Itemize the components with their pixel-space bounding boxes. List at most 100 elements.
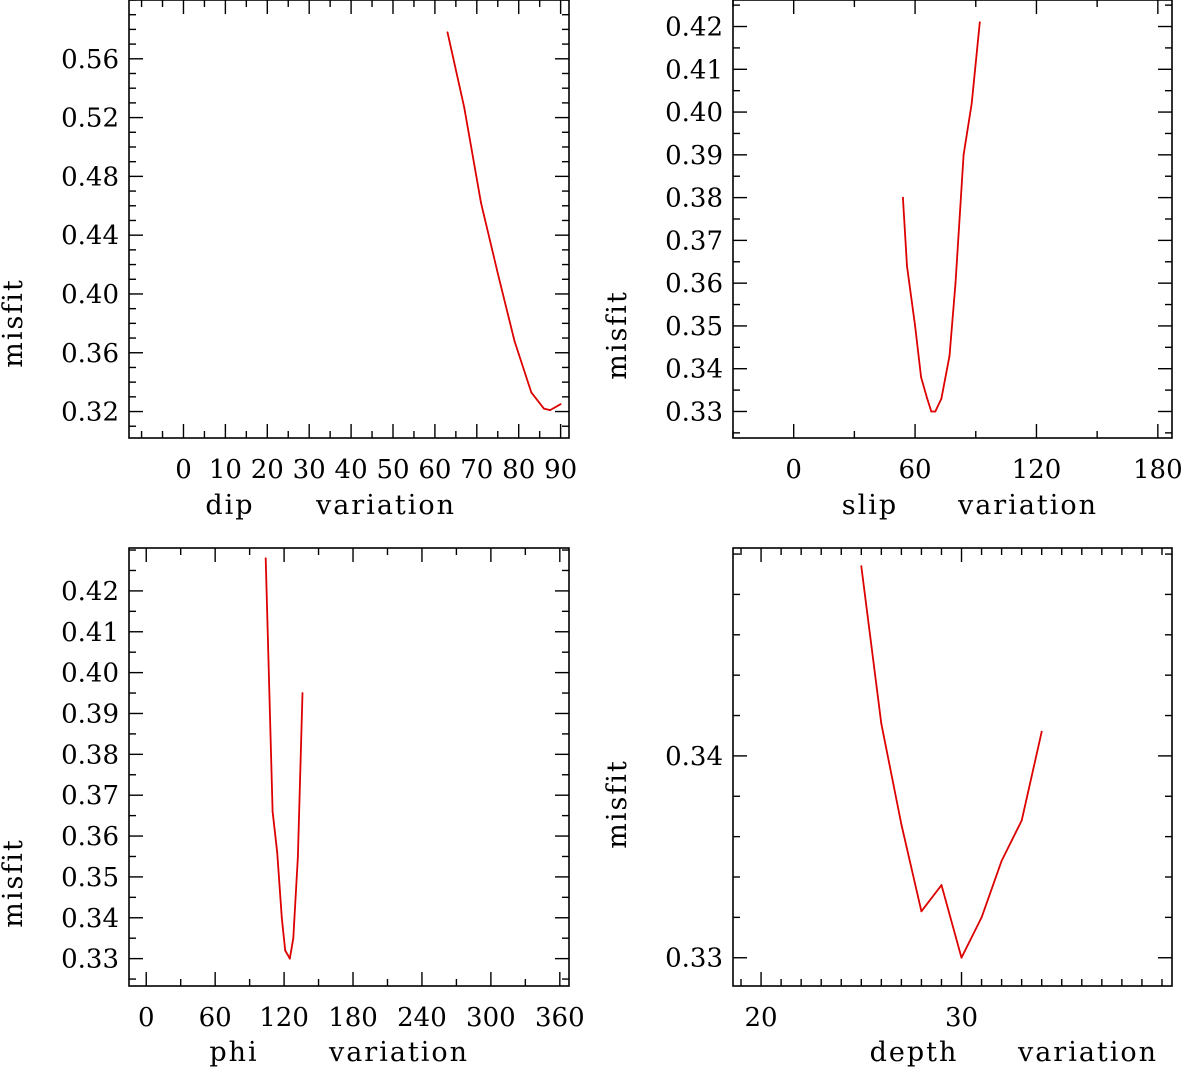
- x-tick-label: 40: [335, 455, 368, 485]
- x-tick-label: 20: [251, 455, 284, 485]
- y-tick-label: 0.39: [61, 699, 119, 729]
- y-tick-label: 0.38: [61, 740, 119, 770]
- data-point: [496, 272, 499, 275]
- x-tick-label: 60: [899, 455, 932, 485]
- y-tick-label: 0.56: [61, 45, 119, 75]
- x-axis-label-right: variation: [1017, 1037, 1158, 1068]
- y-tick-label: 0.41: [61, 618, 119, 648]
- data-point: [880, 722, 883, 725]
- data-point: [978, 21, 981, 24]
- data-point: [930, 410, 933, 413]
- x-tick-label: 180: [1133, 455, 1183, 485]
- data-point: [284, 949, 287, 952]
- x-axis-label-left: depth: [870, 1037, 959, 1068]
- data-point: [940, 397, 943, 400]
- plot-frame: [128, 547, 570, 987]
- y-tick-label: 0.36: [61, 822, 119, 852]
- y-tick-label: 0.38: [665, 184, 723, 214]
- x-tick-label: 0: [138, 1003, 155, 1033]
- x-tick-label: 30: [945, 1003, 978, 1033]
- x-tick-label: 80: [502, 455, 535, 485]
- chart-4: 20 30 0.33 0.34 depth variation misfit: [602, 547, 1173, 1068]
- data-point: [860, 565, 863, 568]
- y-tick-label: 0.37: [665, 226, 723, 256]
- y-axis-label: misfit: [0, 278, 29, 368]
- y-tick-label: 0.40: [61, 659, 119, 689]
- x-tick-label: 0: [785, 455, 802, 485]
- plot-frame: [732, 547, 1173, 987]
- y-tick-label: 0.39: [665, 141, 723, 171]
- x-axis-label-left: phi: [209, 1037, 258, 1068]
- data-point: [264, 557, 267, 560]
- data-point: [980, 916, 983, 919]
- x-tick-label: 60: [199, 1003, 232, 1033]
- data-point: [970, 102, 973, 105]
- data-point: [902, 196, 904, 199]
- x-tick-label: 30: [293, 455, 326, 485]
- y-tick-label: 0.35: [61, 863, 119, 893]
- y-tick-label: 0.34: [665, 742, 723, 772]
- data-point: [960, 956, 963, 959]
- y-axis-label: misfit: [602, 290, 633, 380]
- y-tick-label: 0.48: [61, 162, 119, 192]
- x-axis-label-left: slip: [842, 490, 898, 521]
- data-point: [940, 884, 943, 886]
- data-point: [914, 325, 916, 327]
- y-tick-label: 0.37: [61, 781, 119, 811]
- data-point: [926, 397, 929, 400]
- x-tick-label: 20: [745, 1003, 778, 1033]
- y-tick-label: 0.33: [665, 397, 723, 427]
- data-point: [288, 957, 291, 960]
- x-tick-label: 240: [397, 1003, 447, 1033]
- y-tick-label: 0.34: [61, 904, 119, 934]
- data-point: [296, 855, 299, 858]
- data-point: [292, 937, 295, 940]
- x-axis-label-right: variation: [315, 490, 456, 521]
- x-tick-label: 300: [466, 1003, 516, 1033]
- data-point: [954, 282, 957, 285]
- y-tick-label: 0.36: [61, 339, 119, 369]
- data-point: [900, 823, 903, 826]
- data-point: [513, 340, 516, 342]
- misfit-curve: [860, 566, 1043, 959]
- x-tick-label: 50: [376, 455, 409, 485]
- x-axis-label-left: dip: [205, 490, 254, 521]
- data-point: [948, 354, 951, 357]
- misfit-curve: [264, 558, 304, 960]
- y-tick-label: 0.44: [61, 221, 119, 251]
- chart-3: 0 60 120 180 240 300 360 0.33 0.34 0.35 0.36 0.37 0.…: [0, 547, 585, 1068]
- y-tick-label: 0.32: [61, 398, 119, 428]
- y-axis-label: misfit: [602, 759, 633, 849]
- y-tick-label: 0.35: [665, 312, 723, 342]
- y-tick-label: 0.40: [61, 280, 119, 310]
- y-tick-label: 0.34: [665, 355, 723, 385]
- y-tick-label: 0.42: [665, 13, 723, 43]
- data-point: [463, 106, 466, 109]
- data-point: [530, 391, 533, 394]
- x-tick-label: 90: [544, 455, 577, 485]
- x-tick-label: 60: [418, 455, 451, 485]
- x-tick-label: 120: [1012, 455, 1062, 485]
- data-point: [934, 410, 937, 413]
- data-point: [1000, 859, 1003, 862]
- y-tick-label: 0.52: [61, 104, 119, 134]
- x-tick-label: 360: [535, 1003, 585, 1033]
- data-point: [1020, 819, 1023, 822]
- y-tick-label: 0.33: [665, 944, 723, 974]
- chart-2: 0 60 120 180 0.33 0.34 0.35 0.36 0.37 0.38 0.39 0.4…: [602, 0, 1183, 521]
- misfit-curve: [446, 32, 562, 412]
- data-point: [286, 953, 289, 956]
- chart-1: 0 10 20 30 40 50 60 70 80 90 0.32 0.36 0.40 0.44 0.48 0…: [0, 0, 577, 521]
- x-axis-label-right: variation: [328, 1037, 469, 1068]
- data-point: [920, 376, 923, 379]
- x-tick-label: 180: [328, 1003, 378, 1033]
- x-tick-label: 120: [259, 1003, 309, 1033]
- x-tick-label: 70: [460, 455, 493, 485]
- data-point: [271, 810, 274, 813]
- plot-frame: [128, 0, 570, 439]
- data-point: [559, 403, 562, 406]
- data-point: [446, 31, 449, 34]
- misfit-curve: [902, 22, 981, 413]
- data-point: [280, 916, 283, 919]
